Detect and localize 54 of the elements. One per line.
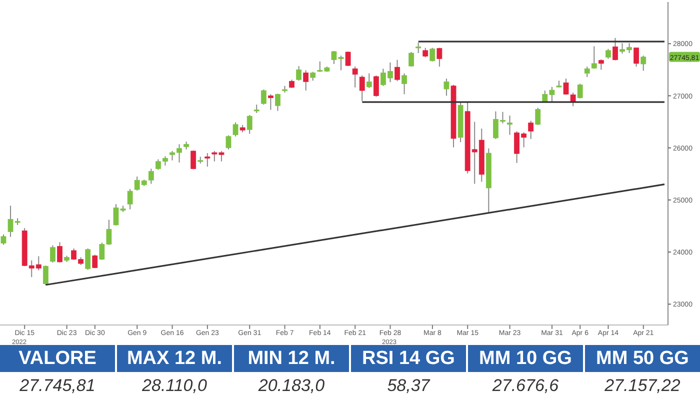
candlestick [430,47,436,62]
category-label: MAX 12 M. [126,348,222,370]
candlestick [598,58,604,70]
candlestick [444,78,450,96]
candlestick [352,66,358,88]
candlestick [591,46,597,70]
candlestick [570,92,576,107]
candlestick [42,265,48,286]
candlestick [296,66,302,82]
category-label: MM 50 GG [596,348,689,370]
candlestick [232,122,238,137]
candlestick [394,59,400,82]
candlestick [85,248,91,270]
category-label: MM 10 GG [479,348,572,370]
text: 28.110,0 [142,376,207,396]
text: 58,37 [387,376,430,396]
candlestick [535,107,541,126]
candlestick [606,48,611,60]
category-label: RSI 14 GG [362,348,455,370]
candlestick [577,83,583,99]
candlestick [507,115,512,136]
candlestick [268,94,274,110]
candlestick [204,152,210,168]
candlestick [246,114,252,134]
candlestick [584,66,590,78]
candlestick [303,70,309,92]
text: 20.183,0 [258,376,325,396]
candlestick [408,52,414,68]
category-label: VALORE [18,348,96,370]
candlestick [226,134,232,150]
candlestick [92,254,98,269]
candlestick [422,47,428,58]
candlestick [373,74,379,98]
candlestick [148,168,154,184]
candlestick [260,89,266,106]
candlestick [366,72,372,88]
candlestick [359,74,365,102]
candlestick [612,37,618,61]
text: 27.745,81 [20,376,96,396]
candlestick [436,47,442,68]
candlestick [563,78,569,96]
candlestick [0,234,6,246]
candlestick [50,244,56,263]
candlestick [416,42,422,54]
text: 27.157,22 [604,376,680,396]
candlestick [634,47,640,68]
candlestick [402,72,407,95]
category-label: MIN 12 M. [248,348,336,370]
candlestick [57,242,62,263]
text: 27.676,6 [492,376,559,396]
candlestick [528,120,534,140]
candlestick [275,93,280,112]
candlestick [127,188,133,210]
candlestick [640,55,646,72]
